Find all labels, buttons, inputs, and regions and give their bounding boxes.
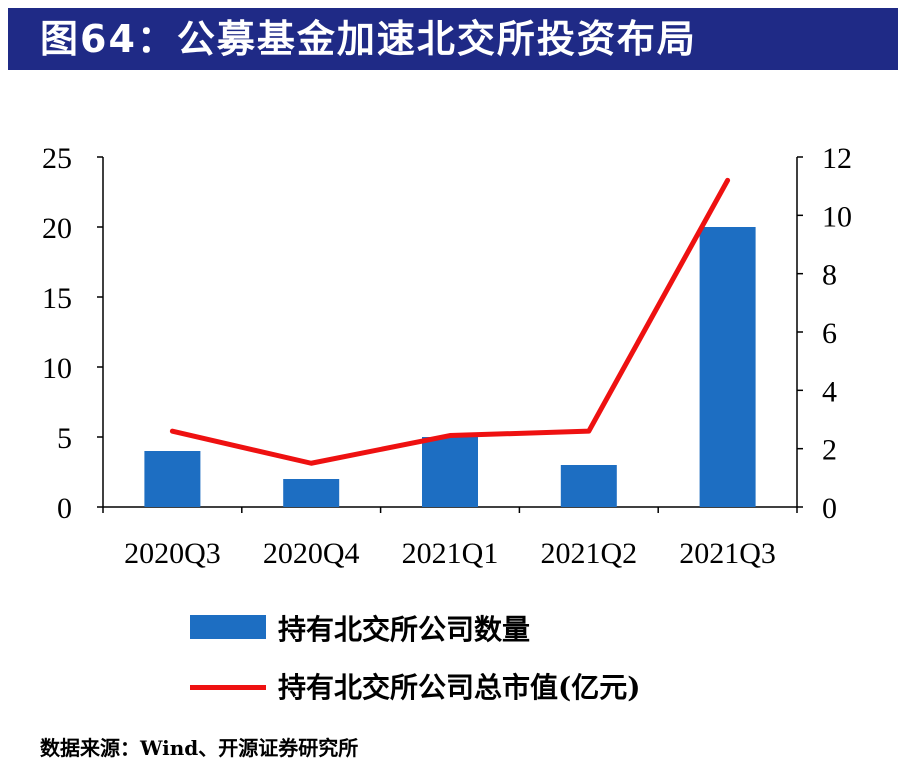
right-tick-label: 12	[822, 142, 852, 175]
left-tick-label: 20	[42, 212, 72, 245]
left-tick-label: 25	[42, 142, 72, 175]
legend-line-label: 持有北交所公司总市值(亿元)	[278, 671, 641, 704]
source-note: 数据来源：Wind、开源证券研究所	[40, 736, 359, 760]
x-tick-label: 2020Q3	[124, 537, 221, 570]
bar	[560, 465, 617, 507]
left-tick-label: 10	[42, 352, 72, 385]
x-tick-label: 2021Q2	[540, 537, 637, 570]
legend-item-line: 持有北交所公司总市值(亿元)	[190, 670, 790, 704]
line-series	[169, 177, 731, 466]
legend-bar-label: 持有北交所公司数量	[278, 613, 531, 646]
right-tick-label: 10	[822, 200, 852, 233]
left-tick-label: 5	[57, 422, 72, 455]
left-tick-label: 0	[57, 492, 72, 525]
right-tick-label: 2	[822, 434, 837, 467]
right-tick-label: 6	[822, 317, 837, 350]
x-tick-label: 2021Q3	[679, 537, 776, 570]
right-tick-label: 0	[822, 492, 837, 525]
bar	[699, 227, 756, 507]
page-title: 图64：公募基金加速北交所投资布局	[8, 8, 898, 70]
bar	[422, 437, 478, 507]
left-tick-label: 15	[42, 282, 72, 315]
x-tick-label: 2021Q1	[402, 537, 499, 570]
right-tick-label: 8	[822, 259, 837, 292]
right-tick-label: 4	[822, 375, 837, 408]
legend-bar-swatch	[190, 615, 266, 639]
legend-item-bar: 持有北交所公司数量	[190, 612, 790, 646]
bar	[283, 479, 340, 507]
x-tick-label: 2020Q4	[263, 537, 360, 570]
legend-line-swatch	[190, 685, 266, 690]
bar	[144, 451, 201, 507]
